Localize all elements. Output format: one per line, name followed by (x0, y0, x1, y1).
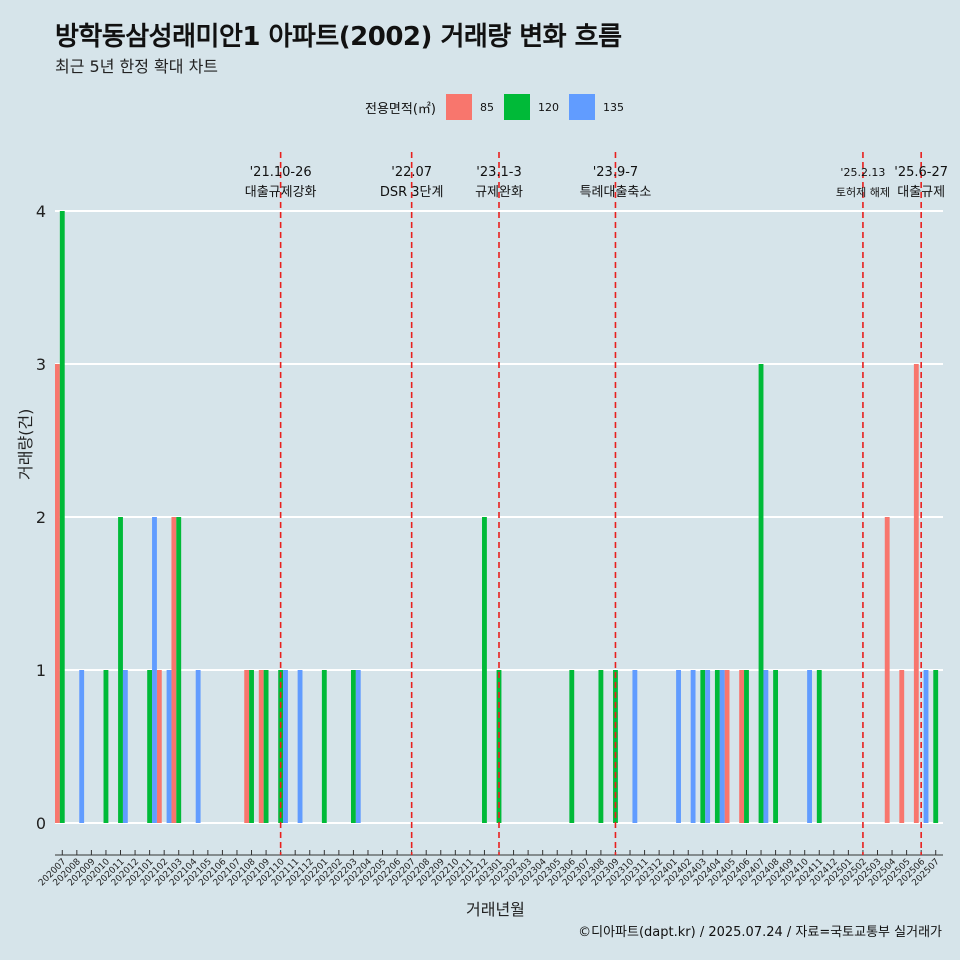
bar-135-202410 (807, 670, 812, 823)
bar-85-202007 (55, 364, 60, 823)
bar-120-202411 (816, 670, 822, 823)
bar-120-202010 (103, 670, 109, 823)
bar-120-202306 (569, 670, 575, 823)
annotation-date: '23.9-7 (593, 165, 638, 180)
source-caption: ©디아파트(dapt.kr) / 2025.07.24 / 자료=국토교통부 실… (578, 925, 942, 940)
y-tick-label: 3 (36, 355, 46, 374)
bar-135-202101 (152, 517, 157, 823)
legend-item-120: 120 (503, 94, 561, 120)
annotation-label: 대출규제강화 (245, 185, 317, 200)
bar-85-202406 (739, 670, 745, 823)
bar-135-202403 (705, 670, 711, 823)
chart-subtitle: 최근 5년 한정 확대 차트 (55, 57, 219, 76)
bar-135-202310 (632, 670, 638, 823)
annotation-label: 규제완화 (475, 185, 523, 200)
legend-item-135: 135 (568, 94, 626, 120)
x-axis-title: 거래년월 (466, 900, 525, 919)
annotation-label: 특례대출축소 (580, 185, 652, 200)
bar-85-202505 (899, 670, 905, 823)
bar-120-202408 (773, 670, 779, 823)
annotation-date: '25.2.13 (840, 166, 885, 179)
bar-135-202401 (676, 670, 681, 823)
bar-120-202109 (263, 670, 269, 823)
bar-85-202405 (724, 670, 730, 823)
bar-85-202506 (913, 364, 919, 823)
bar-85-202109 (258, 670, 264, 823)
legend-label-85: 85 (479, 100, 494, 114)
bar-120-202203 (351, 670, 356, 823)
bar-135-202102 (166, 670, 172, 823)
legend: 전용면적(㎡) 85 120 135 (365, 93, 634, 121)
y-tick-label: 2 (36, 508, 46, 527)
bar-135-202407 (763, 670, 769, 823)
bar-120-202212 (482, 517, 487, 823)
annotation-label: 대출규제 (897, 185, 945, 200)
bar-120-202103 (176, 517, 182, 823)
legend-swatch-85 (445, 94, 472, 120)
bar-135-202110 (283, 670, 288, 823)
bar-135-202203 (355, 670, 361, 823)
bar-135-202104 (195, 670, 201, 823)
bar-135-202111 (297, 670, 303, 823)
bar-120-202011 (118, 517, 123, 823)
bar-120-202403 (700, 670, 706, 823)
bar-85-202108 (244, 670, 250, 823)
bar-85-202102 (156, 670, 162, 823)
bar-120-202404 (714, 670, 720, 823)
y-axis-title: 거래량(건) (16, 408, 35, 480)
bar-85-202504 (884, 517, 890, 823)
annotation-date: '22.07 (391, 165, 432, 180)
legend-item-85: 85 (445, 94, 496, 120)
annotation-label: 토허제 해제 (836, 185, 890, 199)
y-tick-label: 0 (36, 814, 46, 833)
annotation-date: '23.1-3 (476, 165, 521, 180)
annotation-date: '21.10-26 (250, 165, 312, 180)
annotation-date: '25.6-27 (894, 165, 948, 180)
y-tick-label: 4 (36, 202, 46, 221)
bar-120-202007 (59, 211, 65, 823)
bar-120-202406 (744, 670, 749, 823)
chart-title: 방학동삼성래미안1 아파트(2002) 거래량 변화 흐름 (55, 22, 622, 52)
legend-swatch-135 (568, 94, 595, 120)
legend-label-135: 135 (602, 100, 624, 114)
bar-120-202308 (598, 670, 604, 823)
annotation-label: DSR 3단계 (380, 185, 444, 200)
legend-label-120: 120 (537, 100, 559, 114)
bar-120-202507 (933, 670, 939, 823)
bar-135-202506 (923, 670, 929, 823)
bar-85-202103 (171, 517, 177, 823)
bar-135-202011 (122, 670, 128, 823)
bar-135-202008 (79, 670, 85, 823)
y-tick-label: 1 (36, 661, 46, 680)
bar-120-202101 (147, 670, 153, 823)
legend-swatch-120 (503, 94, 530, 120)
bar-135-202404 (719, 670, 725, 823)
bar-120-202108 (249, 670, 254, 823)
bar-120-202407 (758, 364, 764, 823)
bar-135-202402 (690, 670, 696, 823)
legend-title: 전용면적(㎡) (365, 101, 436, 117)
bar-120-202201 (321, 670, 327, 823)
